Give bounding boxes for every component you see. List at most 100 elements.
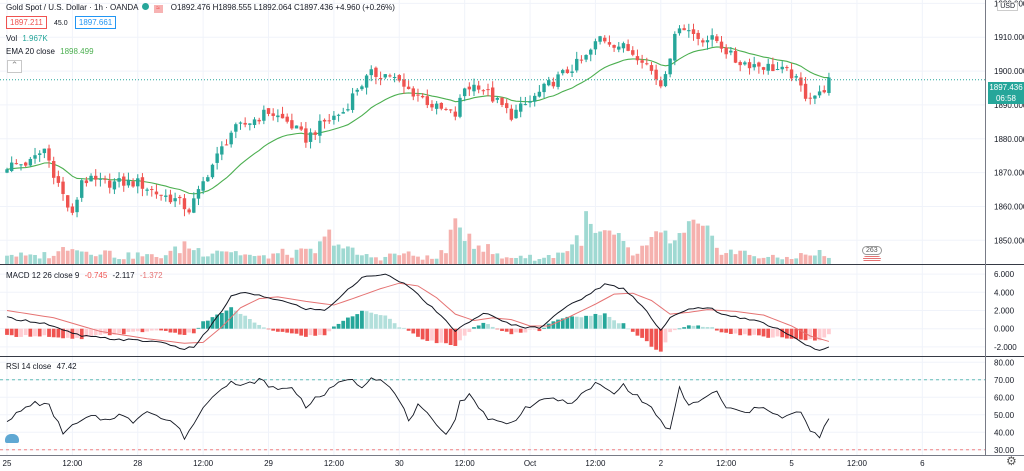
candle-body <box>66 195 70 208</box>
ema-label[interactable]: EMA 20 close <box>6 47 55 56</box>
volume-label[interactable]: Vol <box>6 34 18 43</box>
macd-histogram-bar <box>201 321 206 329</box>
candle-body <box>37 153 42 155</box>
volume-bar <box>327 229 332 264</box>
events-badge[interactable]: 263 <box>862 246 882 262</box>
volume-bar <box>168 250 173 264</box>
candle-body <box>757 62 761 67</box>
candle-body <box>785 67 789 69</box>
candle-body <box>117 178 121 182</box>
macd-histogram-bar <box>649 328 654 347</box>
macd-tick-label: 4.000 <box>994 288 1015 297</box>
macd-histogram-bar <box>602 313 607 329</box>
macd-histogram-bar <box>813 328 817 341</box>
macd-value-signal: -1.372 <box>139 271 163 280</box>
volume-bar <box>579 245 584 264</box>
candle-body <box>220 146 224 155</box>
candle-body <box>159 194 163 196</box>
volume-bar <box>663 230 668 264</box>
volume-bar <box>481 251 486 264</box>
volume-bar <box>654 231 659 264</box>
macd-histogram-bar <box>514 328 518 333</box>
candle-body <box>369 69 373 76</box>
macd-histogram-bar <box>364 311 369 329</box>
candle-body <box>360 86 364 90</box>
candle-body <box>224 144 229 146</box>
candle-body <box>140 177 145 189</box>
rsi-label[interactable]: RSI 14 close <box>6 362 52 371</box>
volume-bar <box>444 253 448 264</box>
candle-body <box>710 35 714 40</box>
last-price-value: 1897.436 <box>989 83 1023 92</box>
sell-price-box[interactable]: 1897.211 <box>6 16 47 29</box>
macd-histogram-bar <box>570 316 574 329</box>
candle-body <box>771 64 775 72</box>
macd-histogram-bar <box>37 328 42 337</box>
flag-icon[interactable]: ≈ <box>153 5 163 13</box>
candle-body <box>701 40 705 43</box>
macd-histogram-bar <box>266 328 271 330</box>
macd-histogram-bar <box>65 328 70 338</box>
us-flag-icon <box>862 256 881 262</box>
volume-bar <box>416 256 420 264</box>
candle-body <box>108 180 112 188</box>
candle-body <box>98 178 103 180</box>
rsi-tick-label: 70.00 <box>994 376 1015 385</box>
candle-body <box>448 109 453 111</box>
volume-bar <box>93 256 98 264</box>
candle-body <box>23 162 28 166</box>
volume-bar <box>79 251 84 264</box>
candle-body <box>150 189 154 191</box>
volume-bar <box>472 248 476 264</box>
candle-body <box>579 59 584 61</box>
candle-body <box>374 67 378 77</box>
volume-bar <box>495 253 500 264</box>
candle-body <box>266 108 271 114</box>
macd-histogram-bar <box>476 325 481 329</box>
rsi-legend: RSI 14 close 47.42 <box>6 362 77 371</box>
macd-label[interactable]: MACD 12 26 close 9 <box>6 271 80 280</box>
candle-body <box>691 29 696 34</box>
volume-bar <box>700 225 705 264</box>
volume-bar <box>294 249 299 264</box>
rsi-tick-label: 80.00 <box>994 358 1015 367</box>
candle-body <box>280 113 285 119</box>
candle-body <box>416 94 420 96</box>
collapse-legend-button[interactable]: ⌃ <box>7 60 22 73</box>
volume-bar <box>19 252 23 264</box>
volume-bar <box>402 253 406 264</box>
candle-body <box>476 85 481 90</box>
volume-bar <box>593 232 598 264</box>
volume-bar <box>61 247 65 264</box>
volume-bar <box>163 255 168 264</box>
macd-histogram-bar <box>289 328 294 334</box>
candle-body <box>514 109 518 119</box>
candle-body <box>164 195 168 197</box>
candle-body <box>696 32 700 39</box>
volume-bar <box>121 259 126 264</box>
volume-bar <box>70 249 75 264</box>
macd-histogram-bar <box>789 328 794 339</box>
volume-bar <box>719 254 724 264</box>
macd-histogram-bar <box>453 328 458 346</box>
symbol-title[interactable]: Gold Spot / U.S. Dollar · 1h · OANDA <box>6 3 139 12</box>
volume-bar <box>775 257 780 264</box>
volume-bar <box>528 254 532 264</box>
volume-bar <box>686 221 691 264</box>
buy-price-box[interactable]: 1897.661 <box>74 16 117 29</box>
macd-histogram-bar <box>420 328 425 340</box>
candle-body <box>89 175 93 182</box>
volume-bar <box>616 233 621 264</box>
time-tick-label: 25 <box>3 459 12 468</box>
candle-body <box>304 128 308 143</box>
volume-legend: Vol 1.967K <box>6 34 48 43</box>
volume-bar <box>724 253 729 264</box>
macd-histogram-bar <box>79 328 84 340</box>
tradingview-logo-icon[interactable] <box>5 434 19 443</box>
currency-label[interactable]: USD <box>997 2 1018 11</box>
settings-gear-icon[interactable]: ⚙ <box>1006 454 1017 468</box>
volume-bar <box>756 258 761 264</box>
macd-histogram-bar <box>462 328 467 336</box>
candle-body <box>668 58 672 75</box>
